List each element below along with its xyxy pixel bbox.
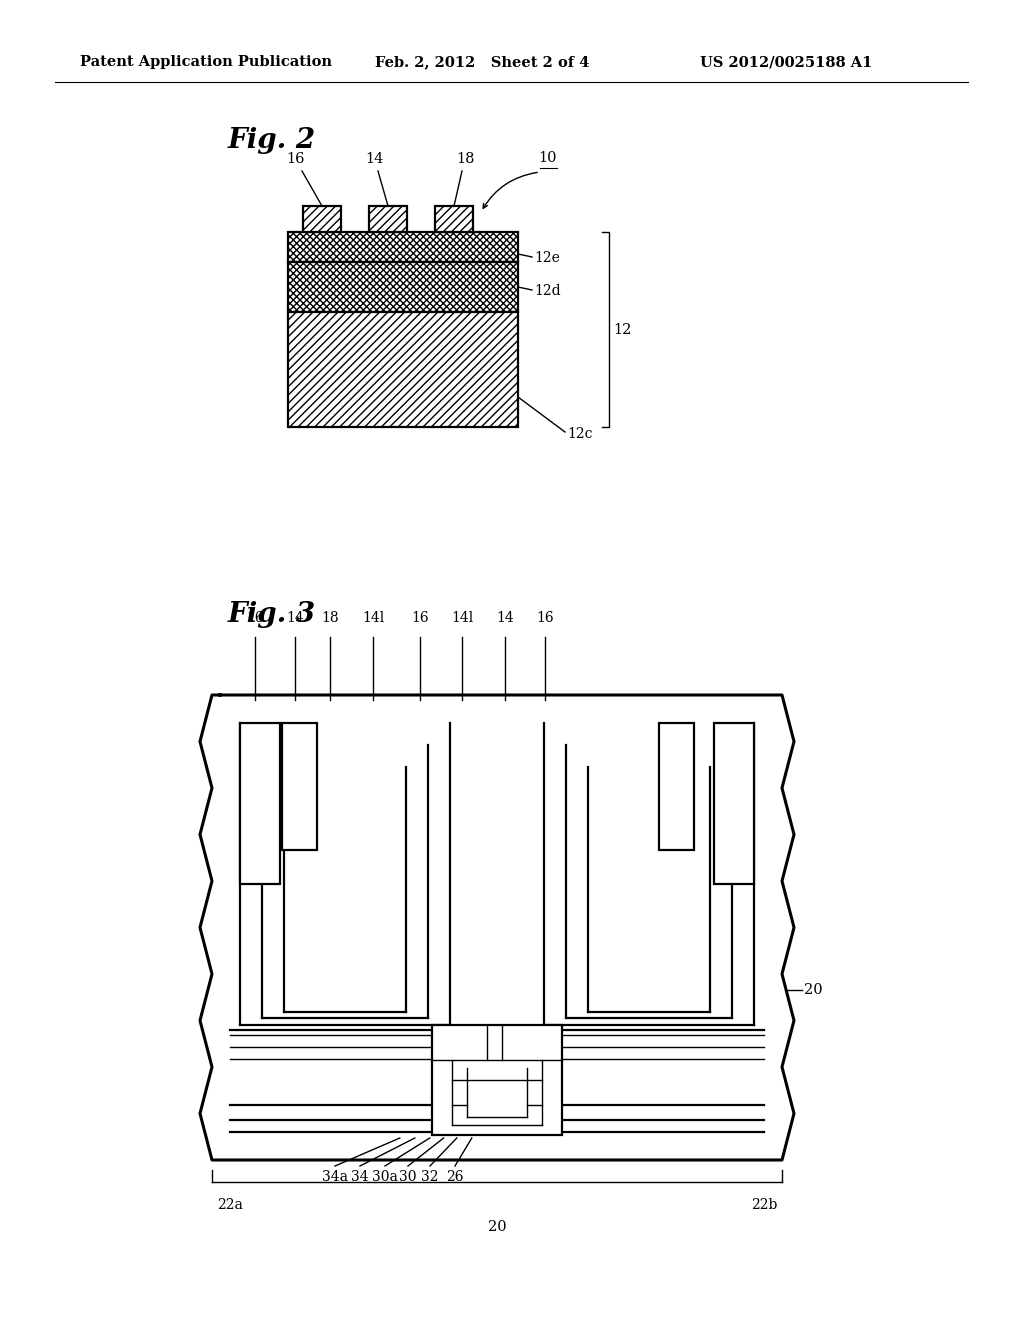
Text: Patent Application Publication: Patent Application Publication [80, 55, 332, 69]
Text: Feb. 2, 2012   Sheet 2 of 4: Feb. 2, 2012 Sheet 2 of 4 [375, 55, 590, 69]
Text: 30: 30 [399, 1170, 417, 1184]
Bar [435, 206, 473, 232]
Text: 16: 16 [412, 611, 429, 624]
FancyArrowPatch shape [483, 173, 538, 209]
Text: 14: 14 [286, 611, 304, 624]
Text: 22b: 22b [751, 1199, 777, 1212]
Text: Fig. 2: Fig. 2 [228, 127, 316, 153]
Bar [282, 723, 317, 850]
Text: 34a: 34a [322, 1170, 348, 1184]
Text: 34: 34 [351, 1170, 369, 1184]
Text: 30a: 30a [372, 1170, 398, 1184]
Polygon shape [200, 696, 794, 1160]
Bar [369, 206, 407, 232]
Text: 22a: 22a [217, 1199, 243, 1212]
Bar [288, 232, 518, 261]
Text: 16: 16 [537, 611, 554, 624]
Text: 12d: 12d [534, 284, 560, 298]
Text: 14l: 14l [451, 611, 473, 624]
Text: 14: 14 [496, 611, 514, 624]
Text: 26: 26 [446, 1170, 464, 1184]
Text: 20: 20 [804, 983, 822, 997]
Text: 18: 18 [457, 152, 475, 166]
Text: 10: 10 [539, 150, 557, 165]
Text: 12: 12 [613, 322, 632, 337]
Text: Fig. 3: Fig. 3 [228, 602, 316, 628]
Text: US 2012/0025188 A1: US 2012/0025188 A1 [700, 55, 872, 69]
Bar [240, 723, 280, 884]
Text: 16: 16 [286, 152, 304, 166]
Bar [303, 206, 341, 232]
Bar [659, 723, 694, 850]
Bar [288, 261, 518, 312]
Text: 14l: 14l [361, 611, 384, 624]
Text: 12c: 12c [567, 426, 593, 441]
Bar [432, 1026, 562, 1135]
Text: 16: 16 [246, 611, 264, 624]
Text: 20: 20 [487, 1220, 506, 1234]
Bar [288, 312, 518, 426]
Bar [714, 723, 754, 884]
Text: 14: 14 [365, 152, 383, 166]
Text: 18: 18 [322, 611, 339, 624]
Text: 12e: 12e [534, 251, 560, 265]
Text: 32: 32 [421, 1170, 438, 1184]
